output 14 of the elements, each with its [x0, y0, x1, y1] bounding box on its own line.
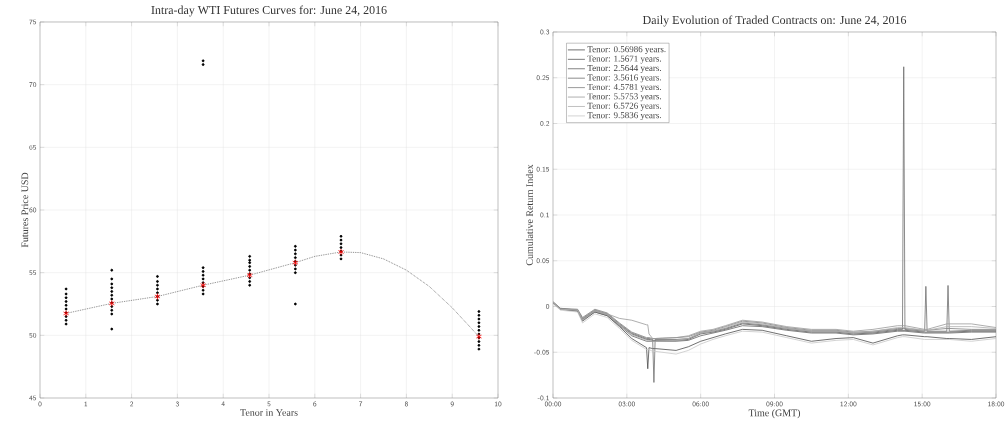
y-axis-title: Futures Price USD — [21, 172, 29, 248]
legend-label: Tenor: 6.5726 years. — [587, 102, 662, 111]
legend-label: Tenor: 2.5644 years. — [587, 65, 662, 73]
legend-label: Tenor: 1.5671 years. — [587, 55, 662, 64]
legend-label: Tenor: 9.5836 years. — [587, 112, 662, 121]
x-axis-title: Tenor in Years — [240, 409, 298, 416]
legend-label: Tenor: 4.5781 years. — [587, 83, 662, 92]
legend-label: Tenor: 3.5616 years. — [587, 74, 662, 83]
x-axis-title: Time (GMT) — [748, 409, 801, 419]
chart-title: Daily Evolution of Traded Contracts on: June 24, 2016 — [642, 15, 907, 27]
y-axis-title: Cumulative Return Index — [525, 164, 533, 266]
legend-label: Tenor: 0.56986 years. — [587, 46, 666, 55]
legend-label: Tenor: 5.5753 years. — [587, 93, 662, 102]
chart-title: Intra-day WTI Futures Curves for: June 24, 2016 — [151, 5, 387, 17]
